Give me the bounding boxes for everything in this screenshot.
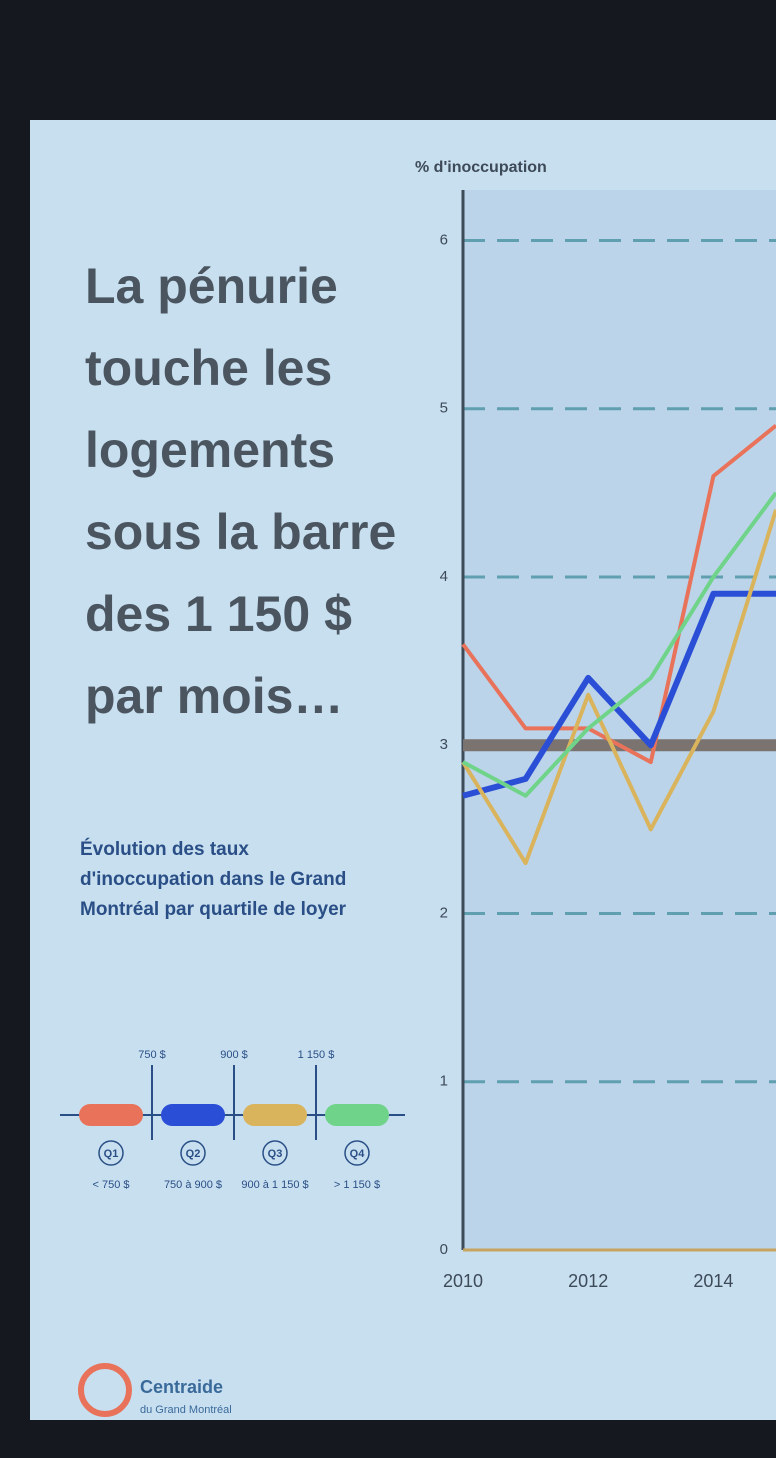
key-swatch (243, 1104, 307, 1126)
subtitle-line: d'inoccupation dans le Grand (80, 869, 346, 890)
key-swatch (161, 1104, 225, 1126)
key-range: 750 à 900 $ (164, 1179, 222, 1191)
key-range: > 1 150 $ (334, 1179, 380, 1191)
y-tick-label: 0 (440, 1241, 448, 1258)
y-tick-label: 6 (440, 231, 448, 248)
key-quartile: Q1 (104, 1148, 119, 1160)
y-tick-label: 2 (440, 904, 448, 921)
y-tick-label: 5 (440, 400, 448, 417)
x-tick-label: 2012 (568, 1271, 608, 1291)
subtitle-line: Évolution des taux (80, 838, 249, 860)
plot-area (463, 190, 776, 1250)
key-quartile: Q4 (350, 1148, 366, 1160)
key-range: < 750 $ (92, 1179, 129, 1191)
title-line: sous la barre (85, 504, 396, 560)
key-quartile: Q2 (186, 1148, 201, 1160)
key-range: 900 à 1 150 $ (241, 1179, 308, 1191)
title-line: des 1 150 $ (85, 586, 352, 642)
key-threshold-label: 750 $ (138, 1049, 166, 1061)
key-swatch (325, 1104, 389, 1126)
slide-photo: % d'inoccupation La pénurie touche les log… (0, 0, 776, 1458)
key-threshold-label: 900 $ (220, 1049, 248, 1061)
title-line: touche les (85, 340, 332, 396)
title-line: La pénurie (85, 258, 338, 314)
y-tick-label: 1 (440, 1073, 448, 1090)
page: % d'inoccupation La pénurie touche les log… (0, 0, 776, 1458)
logo-sub: du Grand Montréal (140, 1404, 232, 1416)
title-line: par mois… (85, 668, 343, 724)
x-tick-label: 2010 (443, 1271, 483, 1291)
y-tick-label: 4 (440, 568, 448, 585)
y-tick-label: 3 (440, 736, 448, 753)
key-swatch (79, 1104, 143, 1126)
key-threshold-label: 1 150 $ (298, 1049, 335, 1061)
x-tick-label: 2014 (693, 1271, 733, 1291)
title-line: logements (85, 422, 335, 478)
subtitle-line: Montréal par quartile de loyer (80, 899, 347, 920)
logo-name: Centraide (140, 1377, 223, 1397)
key-quartile: Q3 (268, 1148, 283, 1160)
y-axis-label: % d'inoccupation (415, 159, 547, 176)
